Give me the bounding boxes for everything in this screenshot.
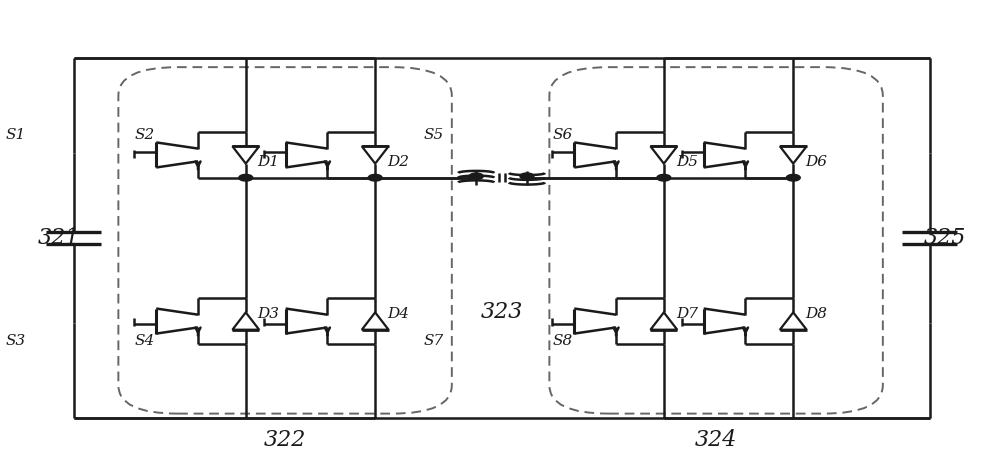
Text: S2: S2	[135, 129, 155, 142]
Text: 321: 321	[37, 227, 80, 249]
Text: D5: D5	[676, 155, 698, 169]
Text: D2: D2	[387, 155, 409, 169]
Text: S4: S4	[135, 334, 155, 347]
Text: 324: 324	[694, 429, 737, 451]
Circle shape	[786, 174, 800, 181]
Text: S6: S6	[553, 129, 573, 142]
Text: 322: 322	[263, 429, 306, 451]
Circle shape	[520, 173, 534, 179]
Text: 323: 323	[480, 300, 523, 323]
Text: S7: S7	[424, 334, 444, 347]
Text: 325: 325	[923, 227, 966, 249]
Text: D8: D8	[805, 307, 827, 321]
Text: S5: S5	[424, 129, 444, 142]
Circle shape	[657, 174, 671, 181]
Text: S1: S1	[6, 129, 26, 142]
Circle shape	[368, 174, 382, 181]
Text: D4: D4	[387, 307, 409, 321]
Text: S3: S3	[6, 334, 26, 347]
Text: D3: D3	[258, 307, 280, 321]
Text: D6: D6	[805, 155, 827, 169]
Circle shape	[469, 173, 483, 179]
Text: S8: S8	[553, 334, 573, 347]
Text: D1: D1	[258, 155, 280, 169]
Text: D7: D7	[676, 307, 698, 321]
Circle shape	[239, 174, 253, 181]
